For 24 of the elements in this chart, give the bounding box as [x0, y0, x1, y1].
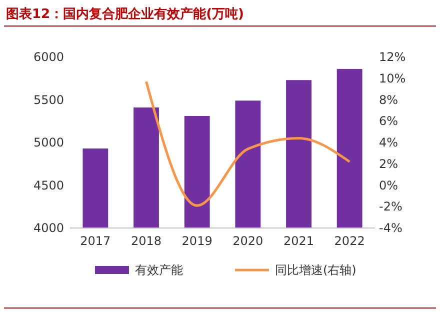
y-tick-label: 5500	[33, 92, 64, 107]
legend-label: 同比增速(右轴)	[275, 263, 356, 277]
x-tick-label: 2020	[232, 234, 264, 248]
y2-tick-label: 8%	[379, 92, 398, 107]
y-tick-label: 5000	[33, 136, 64, 150]
x-tick-label: 2018	[130, 234, 162, 248]
y2-tick-label: -2%	[379, 200, 402, 214]
y-tick-label: 4500	[33, 178, 64, 192]
y2-tick-label: 6%	[379, 114, 398, 128]
y2-tick-label: 2%	[379, 156, 398, 171]
y2-tick-label: 4%	[379, 136, 398, 150]
y2-tick-label: 12%	[379, 50, 406, 64]
x-tick-label: 2017	[80, 234, 111, 248]
legend-label: 有效产能	[135, 263, 183, 277]
chart-title: 图表12：国内复合肥企业有效产能(万吨)	[6, 6, 244, 22]
x-tick-label: 2019	[182, 234, 212, 248]
y-tick-label: 6000	[33, 50, 64, 64]
y2-tick-label: -4%	[379, 221, 402, 235]
x-tick-label: 2022	[334, 234, 365, 248]
y2-tick-label: 0%	[379, 178, 398, 192]
x-tick-label: 2021	[283, 234, 314, 248]
y-tick-label: 4000	[33, 221, 64, 235]
line-series	[145, 80, 351, 207]
y2-tick-label: 10%	[379, 71, 406, 86]
